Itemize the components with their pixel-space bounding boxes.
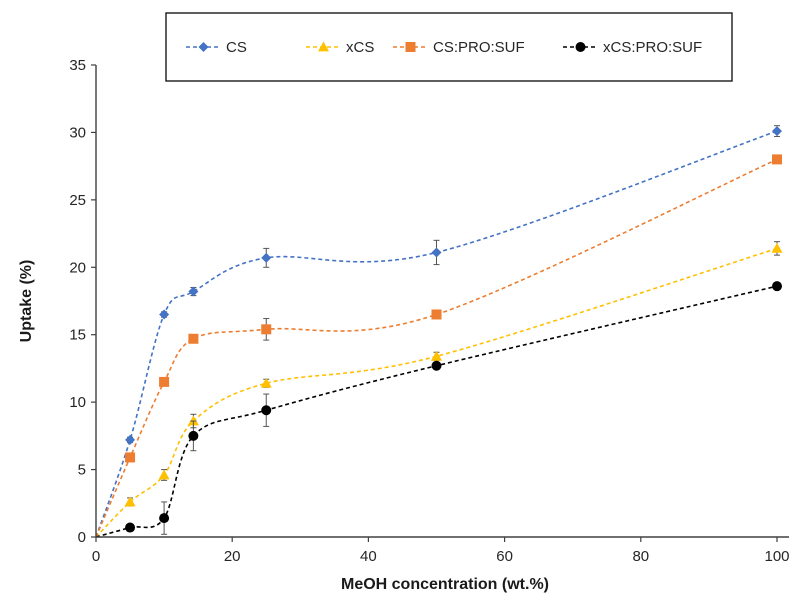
legend-marker-xcs	[318, 41, 329, 52]
data-point-xcs-pro-suf	[261, 405, 272, 416]
axes-layer: 0 5 10 15 20 25 30 35 0 20 40 60 80 100	[69, 57, 789, 565]
series-cs-pro-suf	[95, 154, 782, 538]
legend-marker-xcs-pro-suf	[575, 42, 586, 52]
data-point-cs	[431, 247, 442, 258]
legend-entry-xcs: xCS	[306, 39, 374, 56]
data-point-cs	[125, 434, 136, 445]
y-axis-title: Uptake (%)	[18, 260, 35, 343]
data-point-cs-pro-suf	[125, 452, 136, 463]
data-point-cs-pro-suf	[261, 324, 272, 335]
x-axis-title: MeOH concentration (wt.%)	[341, 576, 549, 593]
data-point-xcs	[124, 496, 136, 507]
legend-label-cs: CS	[226, 39, 247, 56]
data-point-cs	[188, 286, 199, 297]
data-point-xcs	[771, 242, 783, 253]
data-point-cs	[261, 252, 272, 263]
data-point-xcs-pro-suf	[188, 430, 199, 441]
x-tick-label: 40	[360, 548, 377, 565]
data-point-cs-pro-suf	[159, 376, 170, 387]
y-tick-label: 15	[69, 327, 86, 344]
data-point-xcs-pro-suf	[431, 360, 442, 371]
data-point-xcs-pro-suf	[125, 522, 136, 533]
legend-marker-cs	[198, 42, 209, 52]
data-point-cs-pro-suf	[431, 309, 442, 320]
series-line-cs-pro-suf	[95, 158, 778, 538]
x-tick-label: 100	[764, 548, 789, 565]
series-xcs	[95, 241, 783, 538]
y-tick-label: 0	[78, 529, 86, 546]
y-tick-label: 10	[69, 394, 86, 411]
y-tick-label: 30	[69, 124, 86, 141]
data-point-cs	[772, 126, 782, 137]
series-xcs-pro-suf	[95, 281, 782, 538]
legend-label-xcs-pro-suf: xCS:PRO:SUF	[603, 39, 702, 56]
legend-box	[165, 12, 733, 82]
data-point-xcs-pro-suf	[159, 513, 170, 524]
legend-entry-xcs-pro-suf: xCS:PRO:SUF	[563, 39, 702, 56]
legend-label-xcs: xCS	[346, 39, 374, 56]
y-tick-label: 25	[69, 192, 86, 209]
y-tick-label: 5	[78, 462, 86, 479]
series-cs	[95, 125, 782, 538]
data-point-cs	[159, 309, 170, 320]
series-line-cs	[95, 130, 778, 538]
data-point-cs-pro-suf	[188, 333, 199, 344]
series-line-xcs	[95, 247, 778, 538]
legend-marker-cs-pro-suf	[405, 42, 416, 52]
y-tick-label: 35	[69, 57, 86, 74]
data-point-xcs	[260, 377, 272, 388]
series-layer	[95, 125, 783, 538]
x-tick-label: 60	[496, 548, 513, 565]
legend: CS xCS CS:PRO:SUF xCS:PRO:SUF	[165, 12, 733, 82]
data-point-xcs	[431, 350, 442, 361]
y-tick-label: 20	[69, 259, 86, 276]
x-tick-label: 20	[224, 548, 241, 565]
series-line-xcs-pro-suf	[95, 285, 778, 538]
data-point-cs-pro-suf	[772, 154, 782, 165]
x-tick-label: 0	[92, 548, 100, 565]
legend-entry-cs: CS	[186, 39, 247, 56]
legend-entry-cs-pro-suf: CS:PRO:SUF	[393, 39, 525, 56]
data-point-xcs-pro-suf	[772, 281, 782, 292]
data-point-xcs	[158, 469, 170, 480]
x-tick-label: 80	[632, 548, 649, 565]
data-point-xcs	[187, 415, 199, 426]
legend-label-cs-pro-suf: CS:PRO:SUF	[433, 39, 525, 56]
